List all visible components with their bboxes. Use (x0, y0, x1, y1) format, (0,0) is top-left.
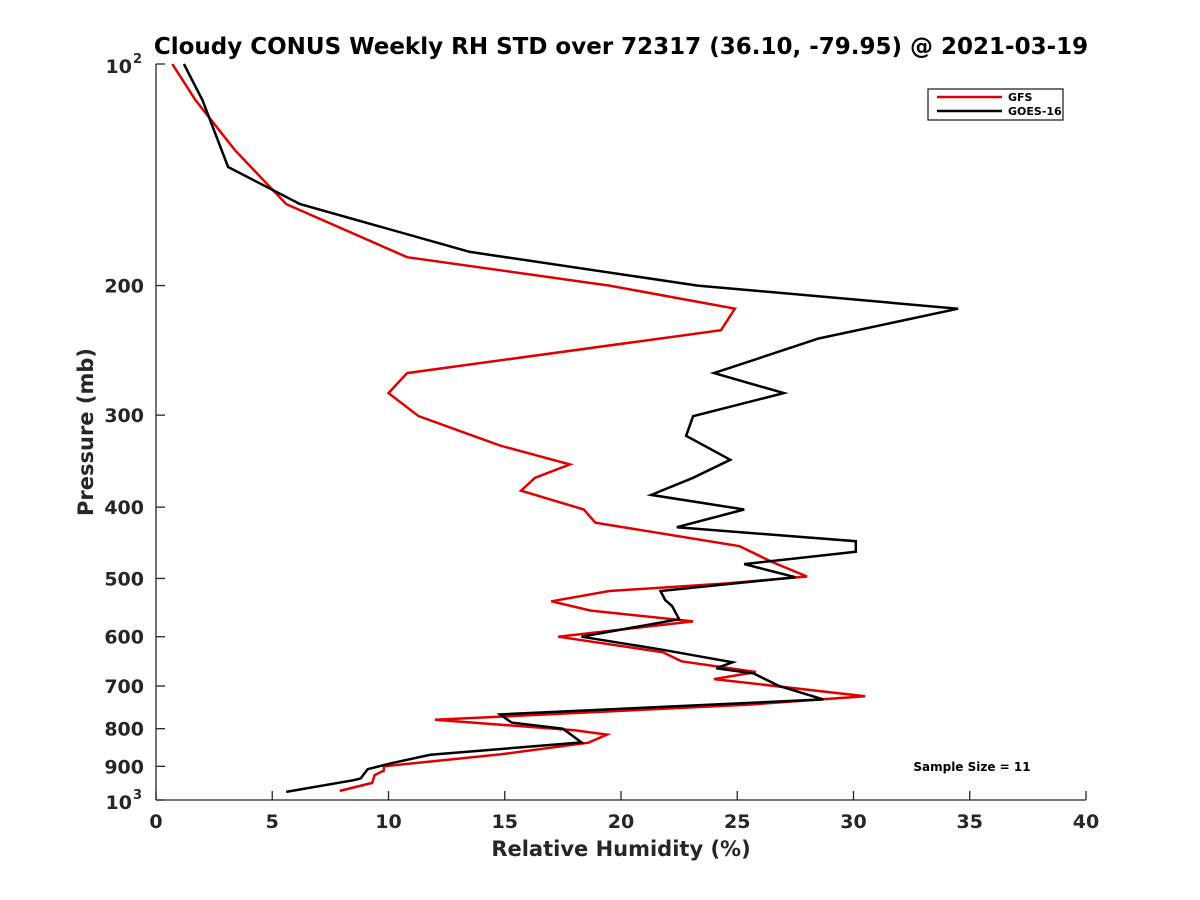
x-tick-label: 10 (375, 811, 401, 833)
y-tick-label-exponent: 3 (133, 788, 142, 803)
y-tick-label-exponent: 2 (133, 52, 142, 67)
y-tick-label-power: 10 2 (106, 52, 143, 78)
y-tick-label-base: 10 (106, 792, 132, 814)
x-tick-label: 0 (149, 811, 162, 833)
y-tick-label: 600 (104, 627, 144, 649)
x-tick-label: 5 (266, 811, 279, 833)
y-tick-label: 800 (104, 719, 144, 741)
legend: GFS GOES-16 (927, 88, 1064, 121)
x-tick-label: 15 (492, 811, 518, 833)
series-line-goes16 (182, 63, 959, 794)
y-tick-label: 700 (104, 676, 144, 698)
x-axis-label: Relative Humidity (%) (491, 837, 750, 861)
series-line-gfs (171, 63, 866, 793)
series-layer (171, 63, 959, 794)
legend-label-gfs: GFS (1008, 91, 1033, 104)
y-tick-label-base: 10 (106, 56, 132, 78)
sample-size-annotation: Sample Size = 11 (913, 760, 1030, 774)
x-tick-label: 25 (724, 811, 750, 833)
x-tick-label: 20 (608, 811, 634, 833)
x-tick-label: 40 (1073, 811, 1099, 833)
y-tick-label: 300 (104, 405, 144, 427)
x-tick-label: 30 (840, 811, 866, 833)
y-tick-label: 400 (104, 497, 144, 519)
legend-box (927, 88, 1064, 121)
y-tick-label: 200 (104, 276, 144, 298)
x-ticks: 0 5 10 15 20 25 30 35 40 (149, 791, 1099, 833)
x-tick-label: 35 (957, 811, 983, 833)
legend-label-goes16: GOES-16 (1008, 105, 1062, 118)
y-tick-label: 500 (104, 568, 144, 590)
y-tick-label: 900 (104, 756, 144, 778)
y-tick-label-power: 10 3 (106, 788, 143, 814)
chart-title: Cloudy CONUS Weekly RH STD over 72317 (3… (154, 34, 1088, 60)
y-axis-label: Pressure (mb) (74, 348, 98, 516)
